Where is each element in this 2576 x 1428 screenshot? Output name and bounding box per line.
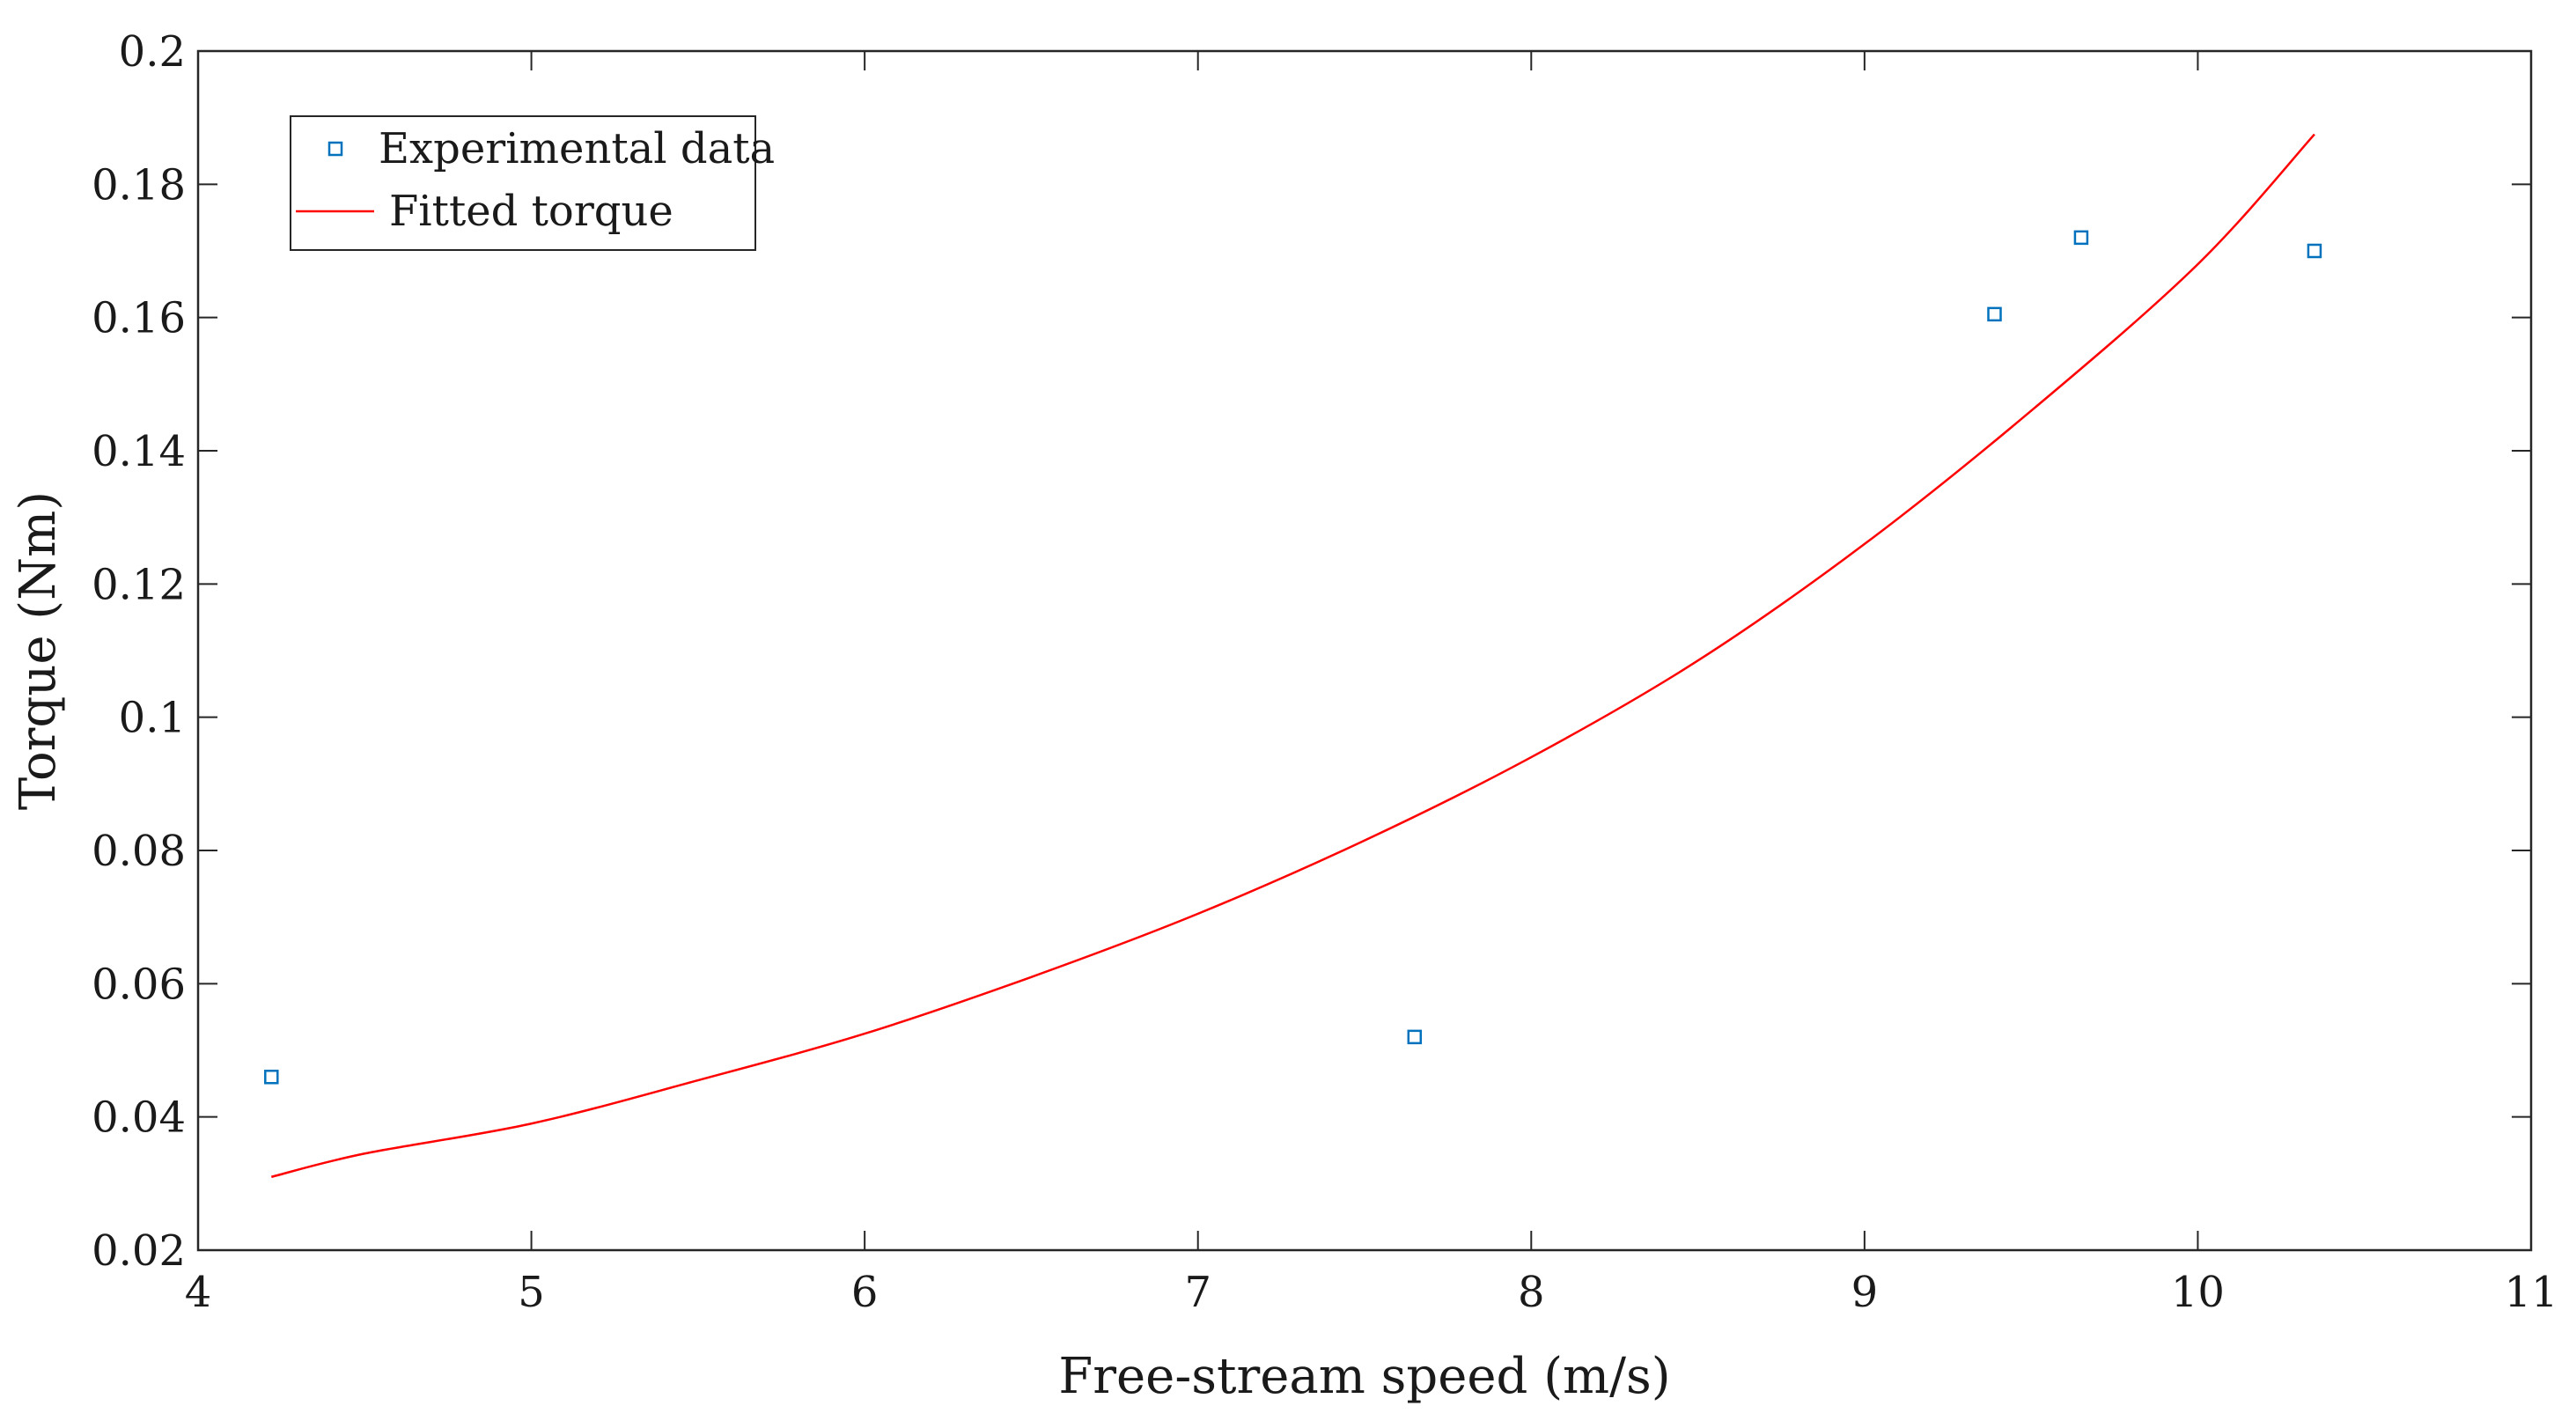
experimental-data-point [1407, 1029, 1423, 1045]
y-tick-label: 0.2 [119, 27, 186, 77]
y-tick-label: 0.14 [92, 427, 186, 476]
experimental-data-point [2307, 243, 2322, 259]
x-tick-label: 10 [2171, 1268, 2225, 1317]
x-tick-label: 9 [1851, 1268, 1879, 1317]
experimental-data-point [264, 1070, 279, 1085]
experimental-data-point [2073, 230, 2089, 246]
x-axis-title: Free-stream speed (m/s) [1058, 1348, 1670, 1405]
y-tick-label: 0.02 [92, 1226, 186, 1276]
y-tick-label: 0.12 [92, 560, 186, 609]
fitted-torque-series [270, 133, 2315, 1178]
x-tick-label: 7 [1184, 1268, 1211, 1317]
legend-label-experimental: Experimental data [379, 124, 775, 173]
legend-label-fitted: Fitted torque [389, 187, 673, 236]
x-tick-label: 11 [2504, 1268, 2558, 1317]
y-tick-label: 0.08 [92, 827, 186, 876]
legend: Experimental data Fitted torque [290, 115, 775, 251]
y-tick-label: 0.04 [92, 1093, 186, 1143]
legend-box [290, 115, 756, 251]
x-tick-label: 4 [185, 1268, 212, 1317]
y-axis-ticks: 0.02 0.04 0.06 0.08 0.1 0.12 0.14 0.16 0.18 0.2 [92, 27, 2531, 1276]
y-tick-label: 0.16 [92, 294, 186, 343]
x-tick-label: 8 [1518, 1268, 1545, 1317]
experimental-data-series [264, 230, 2322, 1085]
y-tick-label: 0.06 [92, 960, 186, 1009]
x-axis-ticks: 4 5 6 7 8 9 10 11 [185, 51, 2558, 1317]
x-tick-label: 5 [518, 1268, 545, 1317]
fitted-torque-line [270, 133, 2315, 1178]
y-axis-title: Torque (Nm) [10, 491, 67, 810]
legend-square-marker-icon [328, 141, 343, 157]
experimental-data-point [1987, 306, 2002, 322]
y-tick-label: 0.18 [92, 160, 186, 210]
x-tick-label: 6 [851, 1268, 879, 1317]
y-tick-label: 0.1 [119, 694, 186, 743]
